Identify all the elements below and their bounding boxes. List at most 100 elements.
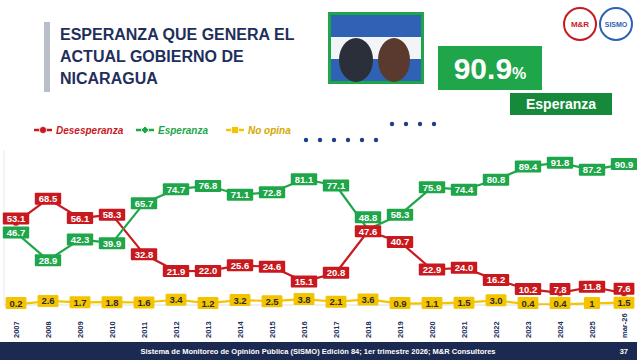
x-tick-label: mar-26 [620,313,629,338]
legend-marker [39,126,46,133]
legend-marker [141,126,149,134]
data-label: 72.8 [263,187,282,198]
series-line [16,163,624,260]
data-label-box [451,184,477,196]
data-label: 56.1 [71,213,90,224]
data-label: 15.1 [295,276,314,287]
legend-marker [232,127,239,134]
headline-number: 90.9 [454,52,512,85]
data-label: 39.9 [103,238,122,249]
data-label: 28.9 [39,255,58,266]
data-label-box [486,294,507,306]
data-label-box [38,295,59,307]
title-line: ACTUAL GOBIERNO DE [60,48,244,65]
data-label-box [323,179,349,191]
decor-dot [346,138,350,142]
photo [328,12,424,84]
x-tick-labels: 2007200820092010201120122013201420152016… [12,313,629,338]
data-label-box [163,183,189,195]
data-label: 71.1 [231,189,250,200]
data-label: 0.4 [521,298,535,309]
data-label-box [579,281,605,293]
data-label-box [515,160,541,172]
x-tick-label: 2010 [108,321,117,338]
data-label: 3.4 [169,294,183,305]
x-tick-label: 2014 [236,320,245,338]
data-label: 3.6 [361,294,374,305]
data-label: 75.9 [423,182,442,193]
data-label-box [614,283,635,295]
data-label-box [166,294,187,306]
data-label: 22.9 [423,264,442,275]
data-label-box [550,283,571,295]
x-tick-label: 2016 [300,321,309,338]
data-label-box [614,297,635,309]
title-bar [44,22,50,92]
logo [600,8,632,40]
data-label-box [584,297,600,309]
data-label-box [259,186,285,198]
data-label-box [70,296,91,308]
data-label: 1 [589,298,595,309]
footer-source: Sistema de Monitoreo de Opinión Pública … [140,347,495,356]
plot-area [12,159,628,305]
data-label-box [355,225,381,237]
x-tick-label: 2011 [140,322,149,338]
data-label-box [326,296,347,308]
x-tick-label: 2015 [268,321,277,338]
data-label-box [35,254,61,266]
photo-person [339,38,373,82]
data-label: 68.5 [39,193,58,204]
data-label: 10.2 [519,284,538,295]
data-label-box [422,297,443,309]
data-label-box [99,209,125,221]
data-label: 89.4 [519,161,538,172]
data-label-box [259,261,285,273]
data-label: 48.8 [359,212,378,223]
legend-label: Desesperanza [56,125,124,136]
data-label-box [102,296,123,308]
data-label: 90.9 [615,159,634,170]
data-label-box [195,180,221,192]
data-label-box [198,297,219,309]
data-label: 16.2 [487,274,506,285]
title-line: NICARAGUA [60,70,158,87]
decor-dot [432,122,436,126]
decor-dot [332,138,336,142]
data-label-box [195,265,221,277]
headline-unit: % [512,65,526,82]
data-label-box [451,262,477,274]
data-label: 74.7 [167,184,186,195]
decor-dot [304,138,308,142]
data-label: 74.4 [455,184,474,195]
x-tick-label: 2021 [460,321,469,338]
data-label: 32.8 [135,249,154,260]
legend-label: No opina [248,125,291,136]
data-label-box [483,274,509,286]
logo-text: SISMO [605,21,628,28]
data-label-box [518,297,539,309]
data-label: 3.8 [297,294,310,305]
x-tick-label: 2025 [588,321,597,338]
data-label: 24.6 [263,261,282,272]
data-label: 1.7 [73,297,86,308]
data-label: 20.8 [327,267,346,278]
data-label: 25.6 [231,260,250,271]
data-label-box [358,293,379,305]
data-label: 58.3 [391,209,410,220]
chart-root: ESPERANZA QUE GENERA ELACTUAL GOBIERNO D… [0,0,637,360]
x-tick-label: 2024 [556,320,565,338]
data-label-box [227,259,253,271]
data-label: 58.3 [103,209,122,220]
decor-dot [390,122,394,126]
x-tick-label: 2017 [332,321,341,338]
footer-bar [0,342,637,360]
legend-label: Esperanza [158,125,208,136]
data-label: 2.6 [41,295,54,306]
data-label: 21.9 [167,266,186,277]
x-tick-label: 2009 [76,321,85,338]
data-label: 22.0 [199,265,218,276]
data-label: 87.2 [583,164,602,175]
data-label-box [163,265,189,277]
x-tick-label: 2019 [396,321,405,338]
